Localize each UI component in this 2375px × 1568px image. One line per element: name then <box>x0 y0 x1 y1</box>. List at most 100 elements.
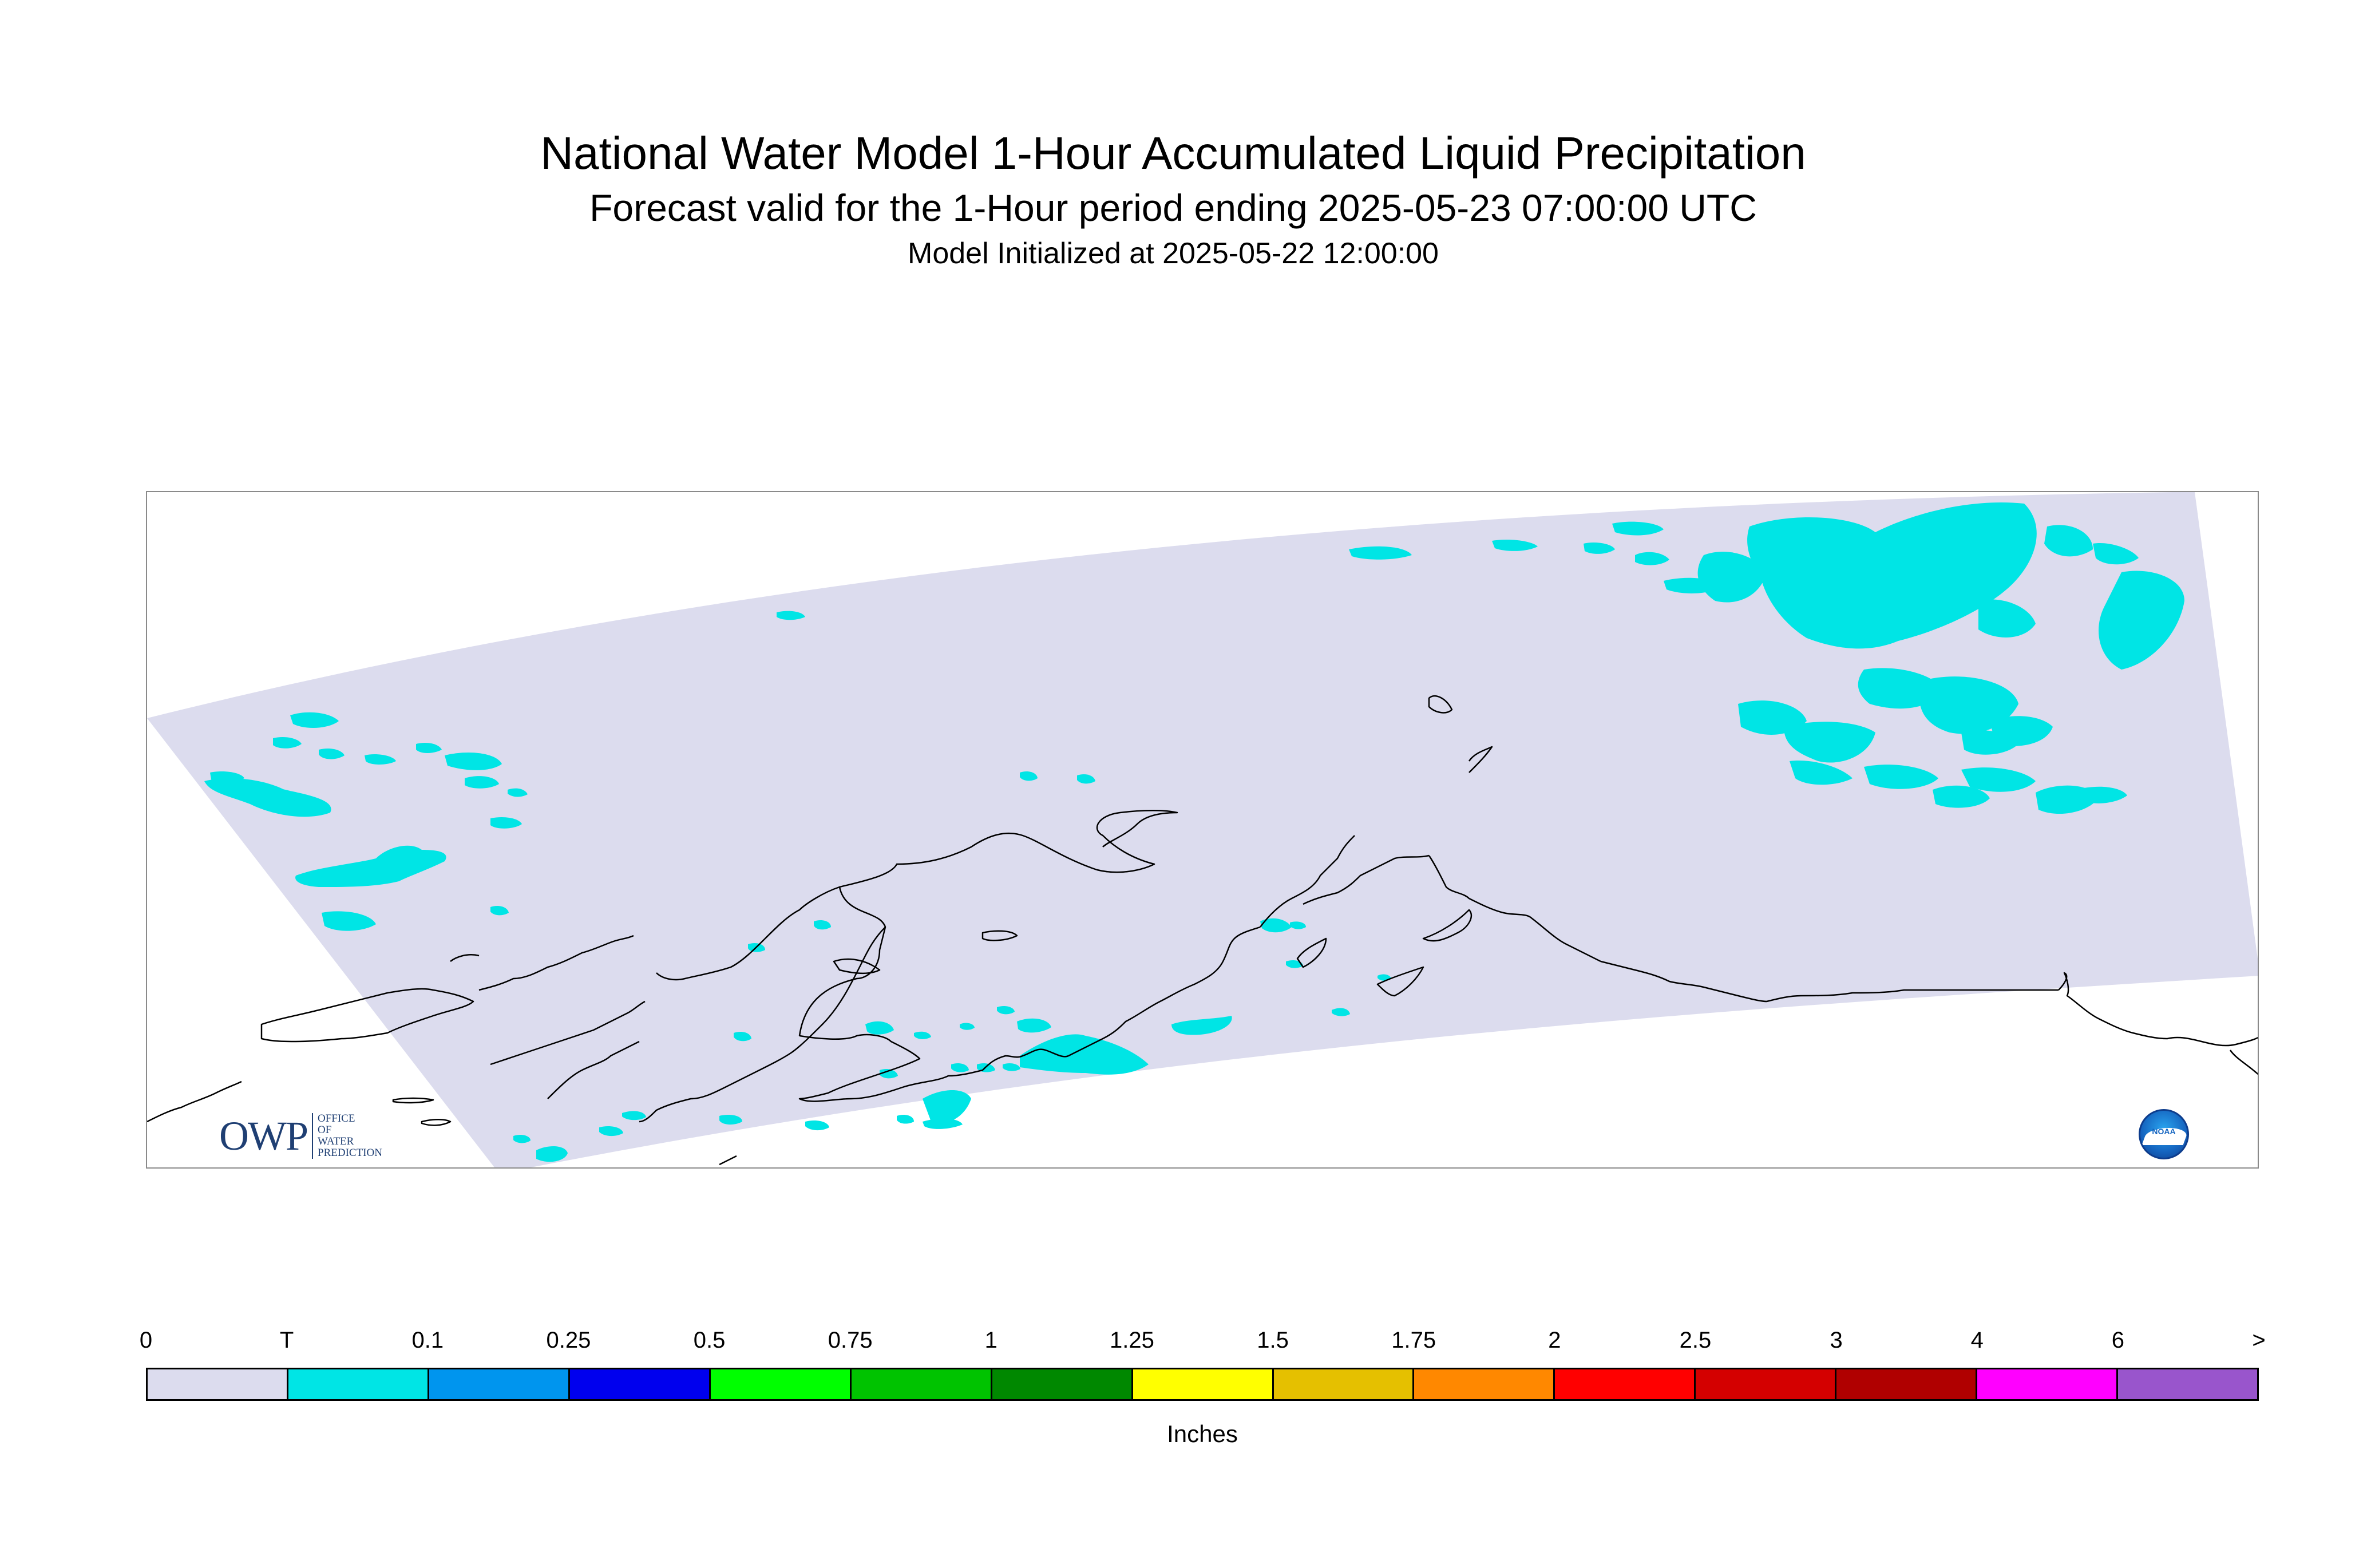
precip-patch <box>1664 577 1721 593</box>
coastline <box>1428 855 1601 963</box>
legend-tick-label: > <box>2252 1328 2266 1353</box>
coastline <box>1303 854 1430 905</box>
precip-patch <box>923 1118 963 1129</box>
coastline <box>1068 926 1261 1057</box>
coastline <box>1468 746 1493 773</box>
precip-areas <box>204 502 2184 1162</box>
legend-swatch <box>1977 1369 2119 1399</box>
precip-patch <box>445 753 502 770</box>
owp-logo-letters: OWP <box>219 1113 308 1159</box>
precip-patch <box>2093 543 2139 565</box>
precip-patch <box>1260 918 1292 933</box>
legend-tick-label: 1.75 <box>1391 1328 1436 1353</box>
precip-patch <box>1978 599 2036 638</box>
legend-tick-label: 3 <box>1830 1328 1843 1353</box>
legend-swatch <box>429 1369 570 1399</box>
precip-patch <box>880 1069 898 1079</box>
precip-patch <box>319 749 345 759</box>
precip-patch <box>1635 552 1669 565</box>
model-domain <box>147 492 2258 1167</box>
legend-tick-label: 6 <box>2111 1328 2124 1353</box>
precip-patch <box>1784 722 1875 763</box>
precip-patch <box>290 712 339 728</box>
precip-patch <box>622 1111 646 1120</box>
coastline <box>421 1119 452 1126</box>
coastline <box>547 1040 640 1099</box>
precip-patch <box>508 788 528 797</box>
precip-patch <box>1961 767 2036 792</box>
coastline <box>1766 989 2059 1003</box>
precip-patch <box>2099 571 2184 670</box>
legend-swatch <box>2118 1369 2258 1399</box>
precip-patch <box>814 920 831 930</box>
precip-patch <box>1990 716 2053 746</box>
legend-tick-label: 2.5 <box>1679 1328 1712 1353</box>
precip-patch <box>1003 1063 1020 1071</box>
precip-patch <box>210 771 244 783</box>
precip-patch <box>897 1115 914 1124</box>
precip-patch <box>1077 774 1095 784</box>
noaa-logo: NOAA <box>2139 1109 2189 1159</box>
precip-patch <box>599 1126 623 1137</box>
coastline <box>478 935 634 991</box>
precip-patch <box>997 1005 1015 1015</box>
legend-tick-labels: 0 T 0.1 0.25 0.5 0.75 1 1.25 1.5 1.75 2 2.5 3 4 6 > <box>140 1328 2266 1362</box>
precip-patch <box>865 1021 894 1035</box>
precip-patch <box>1612 521 1664 536</box>
legend-swatch <box>710 1369 852 1399</box>
precip-patch <box>777 611 805 620</box>
coastline <box>2229 1050 2258 1075</box>
precip-patch <box>2076 786 2127 803</box>
precip-patch <box>1933 785 1990 808</box>
legend-swatch <box>1133 1369 1274 1399</box>
forecast-valid-subtitle: Forecast valid for the 1-Hour period end… <box>589 187 1757 229</box>
precip-patch <box>1492 540 1538 551</box>
coastline <box>1428 695 1453 714</box>
precip-patch <box>490 817 522 829</box>
precip-patch <box>1017 1018 1051 1033</box>
precip-patch <box>1171 1016 1232 1035</box>
precip-map <box>147 492 2258 1167</box>
legend-swatch <box>1414 1369 1555 1399</box>
legend-swatch <box>1555 1369 1696 1399</box>
coastline <box>1296 937 1327 968</box>
map-panel: OWP OFFICE OF WATER PREDICTION NOAA <box>146 491 2259 1169</box>
precip-patch <box>322 911 376 931</box>
precip-patch <box>1020 1034 1149 1075</box>
precip-patch <box>951 1063 969 1072</box>
legend-swatch <box>148 1369 288 1399</box>
coastline <box>392 1097 434 1104</box>
legend-swatch <box>569 1369 711 1399</box>
coastline <box>981 930 1018 941</box>
precip-patch <box>1290 921 1306 929</box>
legend-tick-label: 0.25 <box>546 1328 591 1353</box>
legend-swatch <box>1696 1369 1837 1399</box>
precip-patch <box>1919 676 2018 734</box>
precip-patch <box>960 1023 975 1030</box>
coastline <box>1376 966 1424 997</box>
precip-patch <box>1349 546 1412 560</box>
precip-patch <box>1286 960 1303 968</box>
coastline <box>833 958 881 975</box>
precip-patch <box>536 1146 568 1162</box>
precip-patch <box>262 789 299 803</box>
coastline <box>490 1000 646 1066</box>
precip-patch <box>1332 1008 1350 1016</box>
coastline <box>719 1155 737 1166</box>
precip-patch <box>490 906 509 916</box>
coastline <box>902 1048 1069 1088</box>
legend-swatch <box>992 1369 1133 1399</box>
coastline <box>147 1080 242 1123</box>
legend-colorbar <box>146 1368 2259 1401</box>
legend-tick-label: 0.75 <box>828 1328 873 1353</box>
legend-tick-label: 0.1 <box>411 1328 444 1353</box>
precip-patch <box>914 1031 931 1039</box>
precip-patch <box>273 737 302 749</box>
coastline <box>1422 909 1472 942</box>
chart-title: National Water Model 1-Hour Accumulated … <box>540 128 1806 179</box>
legend-swatch <box>288 1369 429 1399</box>
legend-tick-label: 1.5 <box>1257 1328 1289 1353</box>
coastlines <box>147 695 2258 1166</box>
coastline <box>1260 835 1355 928</box>
legend-tick-label: 2 <box>1548 1328 1561 1353</box>
